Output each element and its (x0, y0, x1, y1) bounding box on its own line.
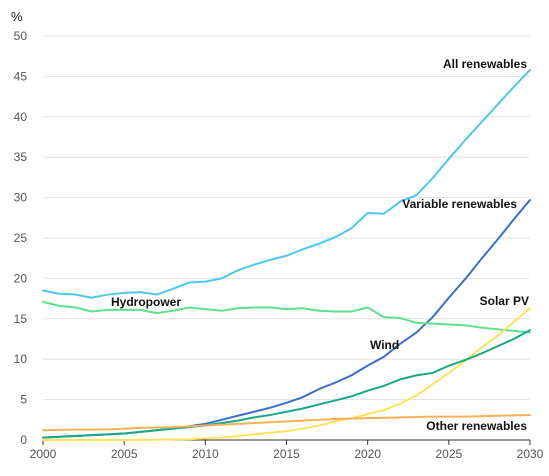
series-label-other-renewables: Other renewables (426, 419, 527, 433)
series-label-variable-renewables: Variable renewables (402, 197, 517, 211)
series-line-other-renewables (42, 413, 531, 432)
series-line-wind (42, 329, 531, 439)
y-tick-label-30: 30 (14, 191, 28, 205)
x-tick-label-2020: 2020 (354, 447, 381, 461)
x-tick-label-2015: 2015 (273, 447, 300, 461)
y-tick-label-50: 50 (14, 29, 28, 43)
series-label-solar-pv: Solar PV (480, 294, 529, 308)
x-tick-label-2025: 2025 (435, 447, 462, 461)
y-tick-label-25: 25 (14, 231, 28, 245)
y-tick-label-0: 0 (20, 433, 27, 447)
x-tick-label-2000: 2000 (30, 447, 57, 461)
series-label-hydropower: Hydropower (111, 295, 181, 309)
series-line-hydropower (42, 300, 531, 334)
series-line-all-renewables (42, 68, 531, 299)
y-tick-label-10: 10 (14, 352, 28, 366)
y-tick-label-5: 5 (20, 393, 27, 407)
y-tick-label-15: 15 (14, 312, 28, 326)
series-label-wind: Wind (370, 338, 399, 352)
series-label-all-renewables: All renewables (443, 57, 527, 71)
y-tick-label-20: 20 (14, 271, 28, 285)
x-tick-label-2010: 2010 (192, 447, 219, 461)
y-tick-label-35: 35 (14, 150, 28, 164)
y-tick-label-45: 45 (14, 69, 28, 83)
x-tick-label-2030: 2030 (517, 447, 544, 461)
series-lines (42, 68, 531, 441)
x-tick-label-2005: 2005 (111, 447, 138, 461)
y-axis-label: % (11, 9, 23, 24)
y-tick-label-40: 40 (14, 110, 28, 124)
gridlines (43, 35, 530, 401)
